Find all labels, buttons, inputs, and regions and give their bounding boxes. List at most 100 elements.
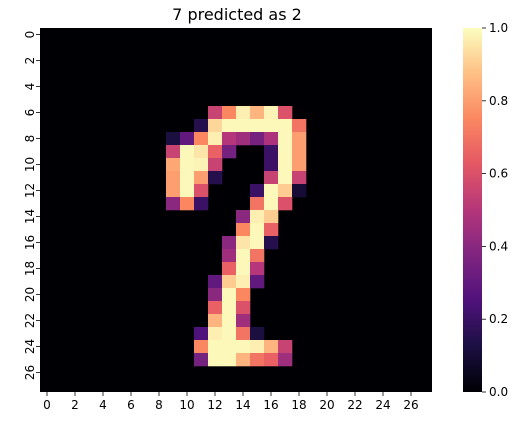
x-tick-label: 26 bbox=[403, 398, 418, 412]
x-tick-label: 8 bbox=[155, 398, 163, 412]
heatmap-cell bbox=[250, 210, 265, 224]
colorbar: 0.0 0.2 0.4 0.6 0.8 1.0 bbox=[463, 21, 508, 399]
heatmap-cell bbox=[250, 236, 265, 250]
heatmap-cell bbox=[278, 184, 293, 198]
heatmap-cell bbox=[292, 158, 307, 172]
heatmap-cell bbox=[236, 288, 251, 302]
heatmap-cell bbox=[222, 301, 237, 315]
colorbar-tick-label: 0.8 bbox=[489, 94, 508, 108]
heatmap-cell bbox=[278, 340, 293, 354]
colorbar-tick-label: 0.6 bbox=[489, 167, 508, 181]
heatmap-cell bbox=[278, 145, 293, 159]
heatmap-cell bbox=[222, 119, 237, 133]
y-tick-label: 26 bbox=[23, 365, 37, 380]
colorbar-tick-label: 1.0 bbox=[489, 21, 508, 35]
heatmap-cell bbox=[236, 353, 251, 367]
heatmap-cell bbox=[208, 301, 223, 315]
heatmap-cell bbox=[208, 171, 223, 185]
heatmap-cell bbox=[278, 158, 293, 172]
heatmap-cell bbox=[222, 132, 237, 146]
heatmap-cell bbox=[194, 184, 209, 198]
heatmap-cell bbox=[222, 236, 237, 250]
heatmap-cell bbox=[264, 340, 279, 354]
heatmap-cell bbox=[222, 327, 237, 341]
heatmap-cell bbox=[194, 158, 209, 172]
heatmap-cell bbox=[292, 184, 307, 198]
colorbar-tick-label: 0.4 bbox=[489, 239, 508, 253]
heatmap-cell bbox=[180, 158, 195, 172]
heatmap-cell bbox=[222, 145, 237, 159]
heatmap-cell bbox=[292, 171, 307, 185]
heatmap-cell bbox=[236, 236, 251, 250]
heatmap-cell bbox=[264, 132, 279, 146]
heatmap-cell bbox=[264, 158, 279, 172]
y-tick-label: 10 bbox=[23, 157, 37, 172]
heatmap-cell bbox=[208, 340, 223, 354]
heatmap-cell bbox=[236, 301, 251, 315]
heatmap-cell bbox=[236, 210, 251, 224]
heatmap-cell bbox=[264, 210, 279, 224]
heatmap-cell bbox=[180, 171, 195, 185]
colorbar-tick-label: 0.2 bbox=[489, 312, 508, 326]
heatmap-cell bbox=[194, 145, 209, 159]
x-tick-label: 18 bbox=[291, 398, 306, 412]
heatmap-cell bbox=[264, 145, 279, 159]
heatmap-cell bbox=[250, 184, 265, 198]
heatmap-cell bbox=[166, 145, 181, 159]
heatmap-cell bbox=[264, 106, 279, 120]
heatmap-cell bbox=[236, 223, 251, 237]
heatmap-cell bbox=[292, 145, 307, 159]
y-tick-label: 8 bbox=[23, 135, 37, 143]
heatmap-cell bbox=[264, 236, 279, 250]
heatmap-cell bbox=[236, 314, 251, 328]
heatmap-cell bbox=[222, 340, 237, 354]
heatmap-cell bbox=[222, 262, 237, 276]
heatmap-cell bbox=[278, 197, 293, 211]
y-tick-label: 12 bbox=[23, 183, 37, 198]
heatmap-cell bbox=[222, 106, 237, 120]
heatmap-cell bbox=[236, 132, 251, 146]
y-tick-label: 2 bbox=[23, 57, 37, 65]
heatmap-cell bbox=[208, 353, 223, 367]
heatmap-cell bbox=[194, 340, 209, 354]
heatmap-cell bbox=[208, 106, 223, 120]
heatmap-cell bbox=[208, 314, 223, 328]
heatmap-cell bbox=[264, 223, 279, 237]
heatmap-cell bbox=[250, 275, 265, 289]
x-tick-label: 10 bbox=[179, 398, 194, 412]
y-tick-label: 18 bbox=[23, 261, 37, 276]
heatmap-cell bbox=[264, 353, 279, 367]
heatmap-cell bbox=[250, 197, 265, 211]
y-tick-label: 20 bbox=[23, 287, 37, 302]
heatmap-cell bbox=[222, 288, 237, 302]
heatmap-cell bbox=[250, 340, 265, 354]
heatmap-cell bbox=[180, 145, 195, 159]
heatmap-cell bbox=[236, 262, 251, 276]
x-tick-label: 20 bbox=[319, 398, 334, 412]
x-tick-label: 2 bbox=[71, 398, 79, 412]
x-axis: 0 2 4 6 8 10 12 14 16 18 20 22 24 26 bbox=[43, 392, 419, 412]
heatmap-cell bbox=[194, 197, 209, 211]
heatmap-cell bbox=[292, 119, 307, 133]
y-tick-label: 6 bbox=[23, 109, 37, 117]
heatmap-cell bbox=[180, 197, 195, 211]
heatmap-cell bbox=[194, 327, 209, 341]
y-tick-label: 14 bbox=[23, 209, 37, 224]
heatmap-cell bbox=[250, 262, 265, 276]
heatmap-cell bbox=[292, 132, 307, 146]
y-tick-label: 0 bbox=[23, 31, 37, 39]
heatmap-cell bbox=[250, 106, 265, 120]
heatmap-cell bbox=[236, 327, 251, 341]
heatmap-cell bbox=[250, 132, 265, 146]
colorbar-gradient bbox=[463, 28, 482, 392]
heatmap-cell bbox=[166, 132, 181, 146]
y-tick-label: 22 bbox=[23, 313, 37, 328]
heatmap-cell bbox=[166, 171, 181, 185]
heatmap-cell bbox=[222, 275, 237, 289]
heatmap-cell bbox=[180, 132, 195, 146]
heatmap-cell bbox=[250, 327, 265, 341]
heatmap-cell bbox=[194, 353, 209, 367]
heatmap-cell bbox=[222, 314, 237, 328]
heatmap-cell bbox=[278, 106, 293, 120]
